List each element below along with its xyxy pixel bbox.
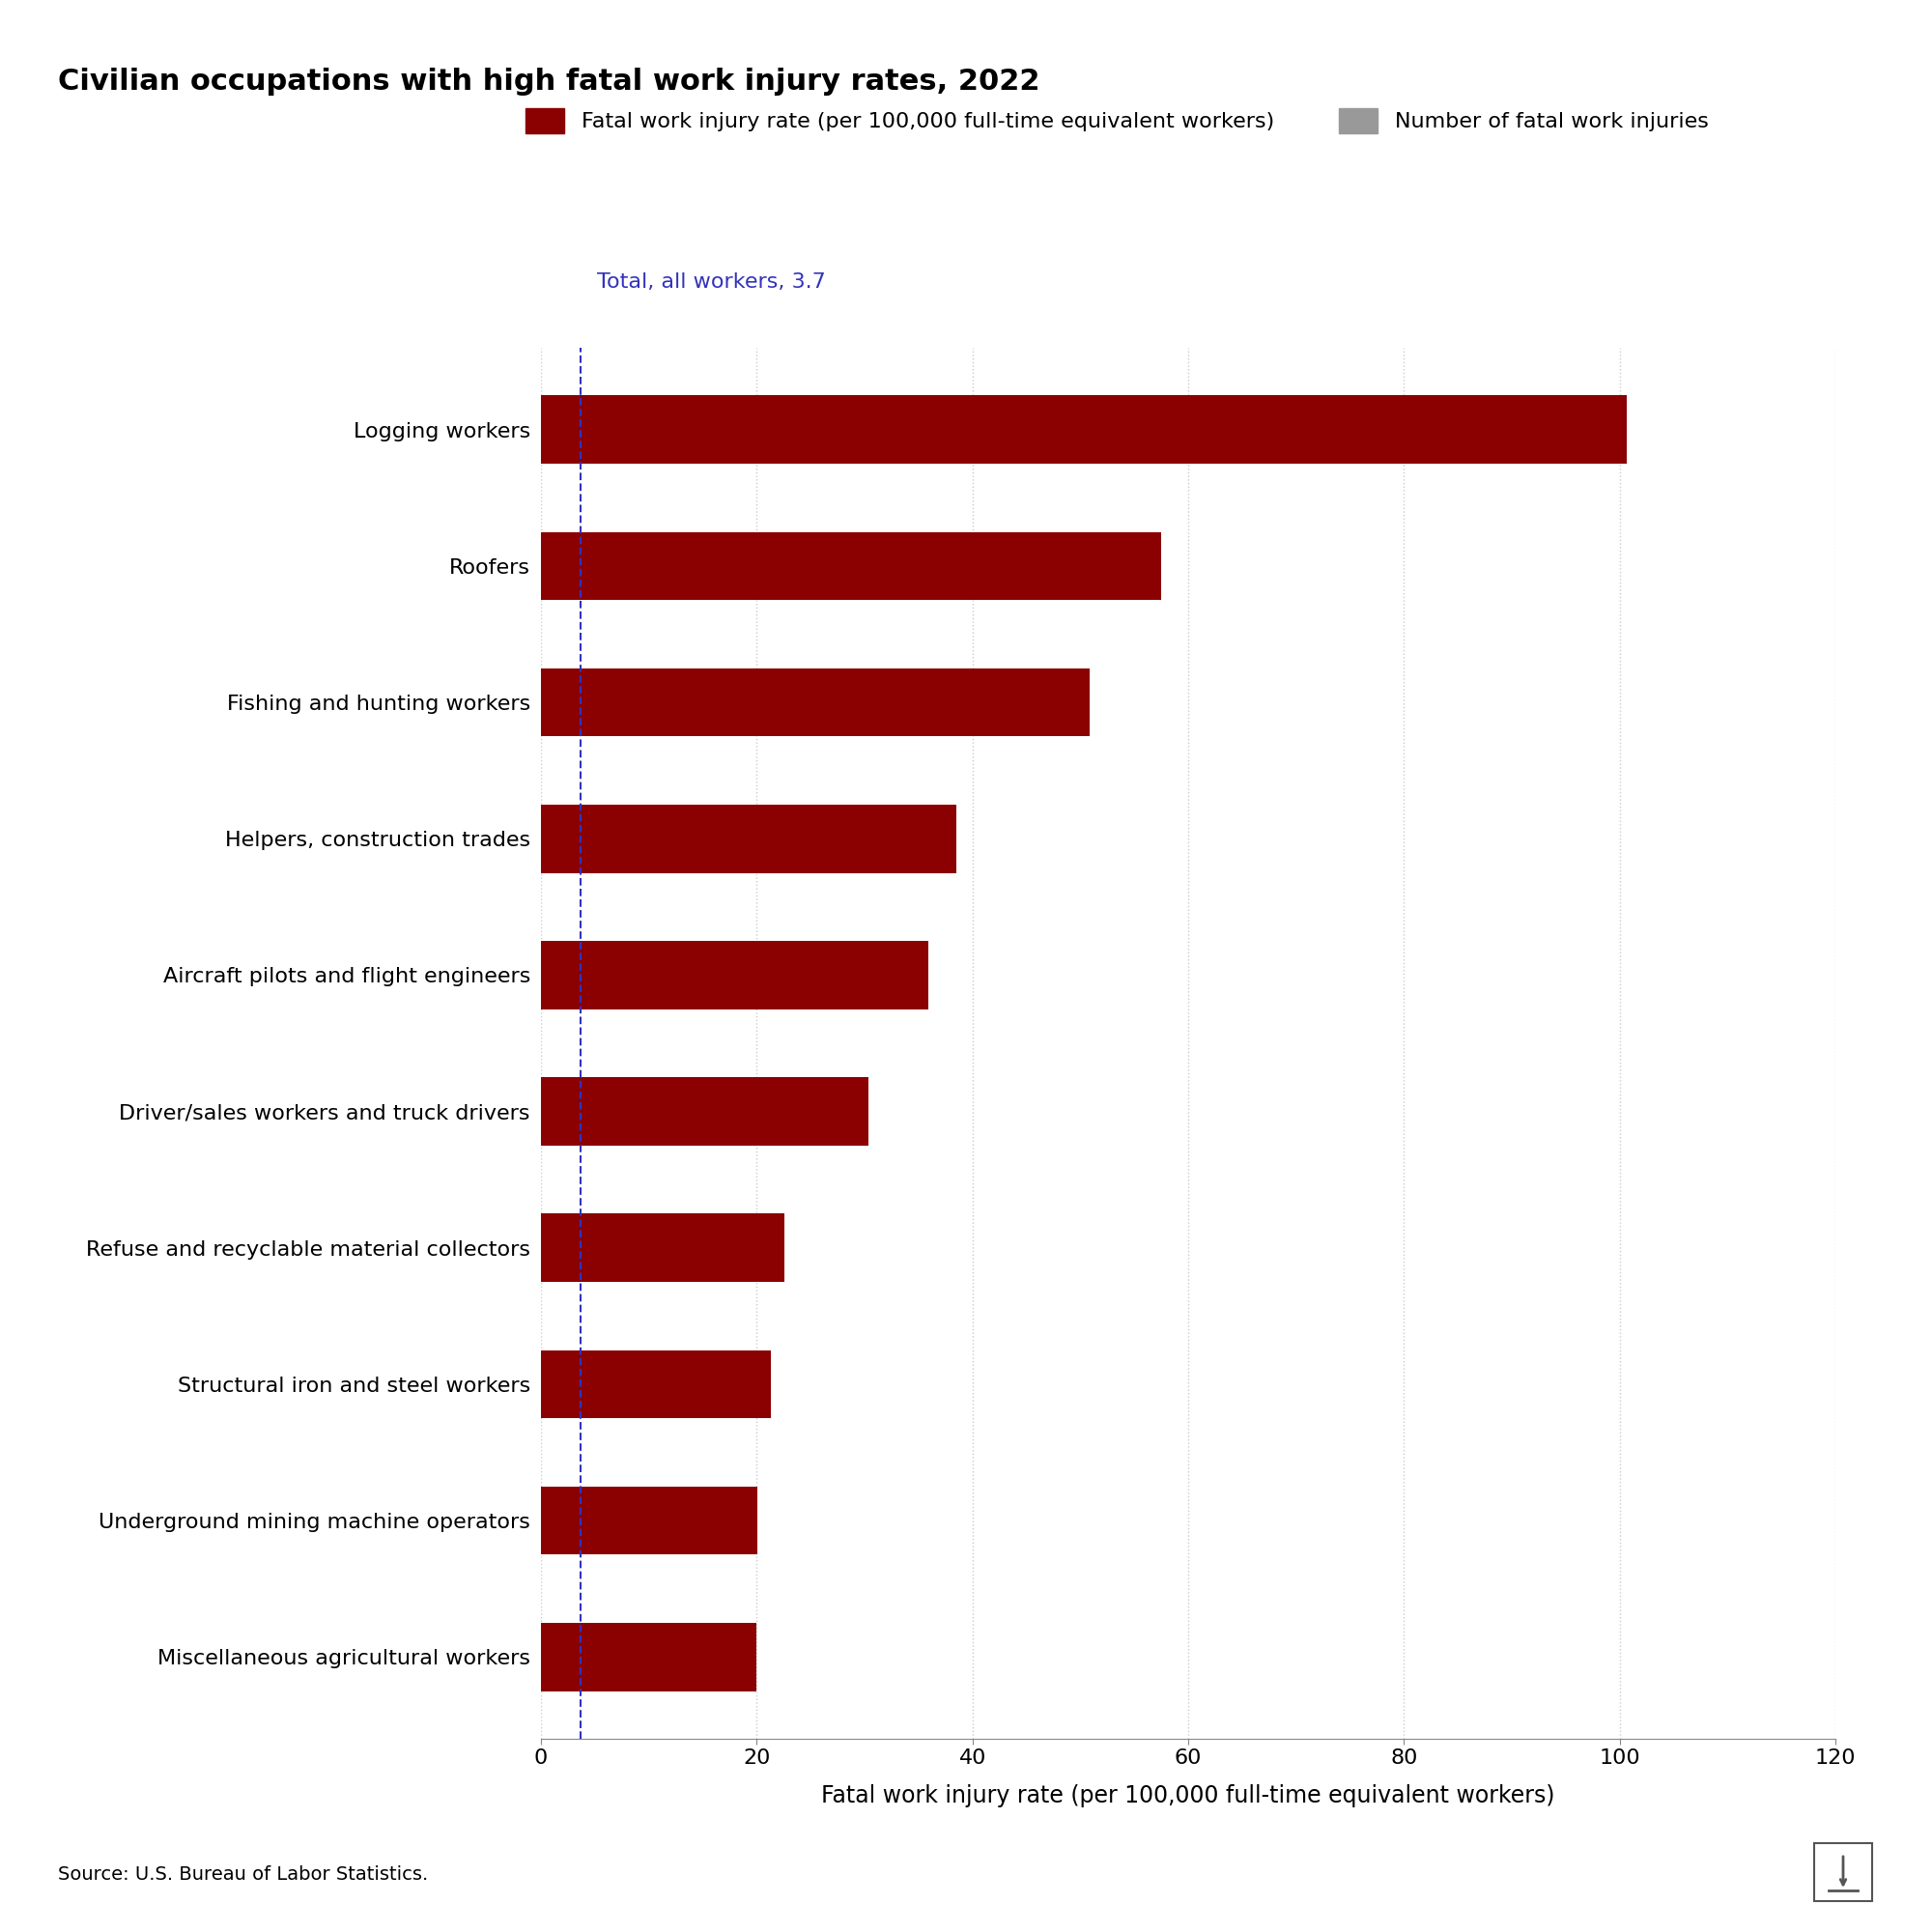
Legend: Fatal work injury rate (per 100,000 full-time equivalent workers), Number of fat: Fatal work injury rate (per 100,000 full… <box>526 108 1708 133</box>
Bar <box>541 1623 757 1690</box>
Bar <box>541 531 1161 601</box>
Bar <box>541 941 927 1009</box>
Bar <box>541 1486 757 1555</box>
Bar <box>541 396 1627 464</box>
Bar <box>541 1350 771 1418</box>
Bar <box>541 668 1090 736</box>
Text: Source: U.S. Bureau of Labor Statistics.: Source: U.S. Bureau of Labor Statistics. <box>58 1866 429 1884</box>
Bar <box>541 1078 869 1146</box>
Bar <box>541 804 956 873</box>
X-axis label: Fatal work injury rate (per 100,000 full-time equivalent workers): Fatal work injury rate (per 100,000 full… <box>821 1785 1555 1808</box>
Text: Civilian occupations with high fatal work injury rates, 2022: Civilian occupations with high fatal wor… <box>58 68 1039 95</box>
Bar <box>541 1213 784 1283</box>
Text: Total, all workers, 3.7: Total, all workers, 3.7 <box>597 272 825 292</box>
Bar <box>1814 1843 1872 1901</box>
